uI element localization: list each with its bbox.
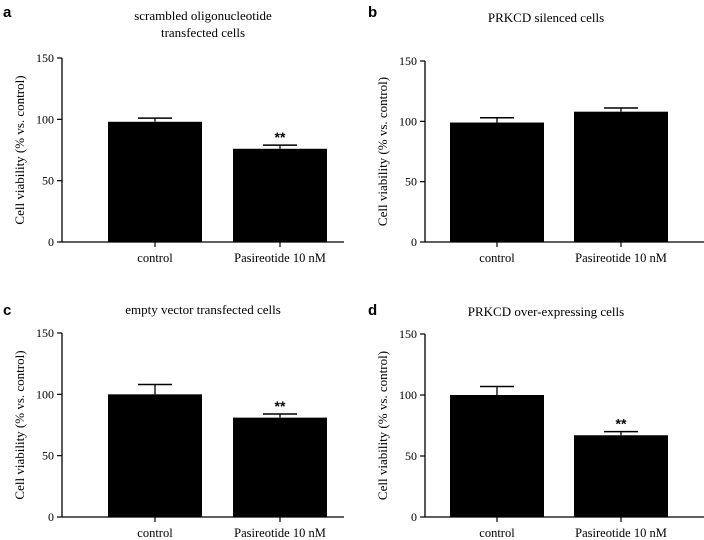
bar bbox=[233, 417, 327, 517]
bar bbox=[108, 394, 202, 517]
y-tick-label: 150 bbox=[36, 51, 54, 65]
panel-letter: c bbox=[3, 302, 11, 319]
bar bbox=[233, 148, 327, 242]
y-tick-label: 0 bbox=[411, 235, 417, 249]
y-tick-label: 150 bbox=[36, 326, 54, 340]
bar bbox=[574, 111, 668, 243]
y-tick-label: 0 bbox=[411, 510, 417, 524]
y-tick-label: 150 bbox=[399, 327, 417, 341]
bar bbox=[574, 435, 668, 517]
y-tick-label: 50 bbox=[405, 449, 417, 463]
panel-title: scrambled oligonucleotide bbox=[134, 8, 272, 23]
panel-letter: a bbox=[3, 4, 12, 21]
significance-marker: ** bbox=[275, 129, 286, 145]
y-tick-label: 100 bbox=[36, 112, 54, 126]
y-tick-label: 50 bbox=[42, 174, 54, 188]
panel-title: PRKCD over-expressing cells bbox=[468, 304, 624, 319]
significance-marker: ** bbox=[616, 416, 627, 432]
bar bbox=[450, 395, 544, 517]
panel-d: d PRKCD over-expressing cells 0 50 100 150 Cel… bbox=[368, 302, 704, 540]
y-axis-label: Cell viability (% vs. control) bbox=[375, 77, 390, 226]
panel-letter: b bbox=[368, 4, 377, 21]
x-tick-label: control bbox=[479, 251, 515, 265]
y-tick-label: 0 bbox=[48, 235, 54, 249]
x-tick-label: control bbox=[137, 526, 173, 540]
y-axis-label: Cell viability (% vs. control) bbox=[12, 350, 27, 499]
panel-title: transfected cells bbox=[161, 25, 245, 40]
x-tick-label: control bbox=[137, 251, 173, 265]
y-axis-label: Cell viability (% vs. control) bbox=[375, 351, 390, 500]
panel-letter: d bbox=[368, 302, 377, 319]
x-tick-label: Pasireotide 10 nM bbox=[234, 251, 326, 265]
significance-marker: ** bbox=[275, 398, 286, 414]
x-tick-label: control bbox=[479, 526, 515, 540]
y-tick-label: 0 bbox=[48, 510, 54, 524]
panel-title: PRKCD silenced cells bbox=[488, 10, 604, 25]
panel-c: c empty vector transfected cells 0 50 100 150… bbox=[3, 302, 344, 540]
y-tick-label: 50 bbox=[42, 449, 54, 463]
x-tick-label: Pasireotide 10 nM bbox=[234, 526, 326, 540]
y-axis-label: Cell viability (% vs. control) bbox=[12, 75, 27, 224]
bar bbox=[108, 121, 202, 242]
x-tick-label: Pasireotide 10 nM bbox=[575, 251, 667, 265]
y-tick-label: 100 bbox=[36, 387, 54, 401]
y-tick-label: 50 bbox=[405, 175, 417, 189]
y-tick-label: 100 bbox=[399, 388, 417, 402]
panel-title: empty vector transfected cells bbox=[125, 302, 281, 317]
x-tick-label: Pasireotide 10 nM bbox=[575, 526, 667, 540]
panel-a: a scrambled oligonucleotide transfected ce… bbox=[3, 4, 344, 265]
panel-b: b PRKCD silenced cells 0 50 100 150 Cell viabi… bbox=[368, 4, 704, 265]
y-tick-label: 100 bbox=[399, 114, 417, 128]
bar bbox=[450, 122, 544, 242]
y-tick-label: 150 bbox=[399, 54, 417, 68]
